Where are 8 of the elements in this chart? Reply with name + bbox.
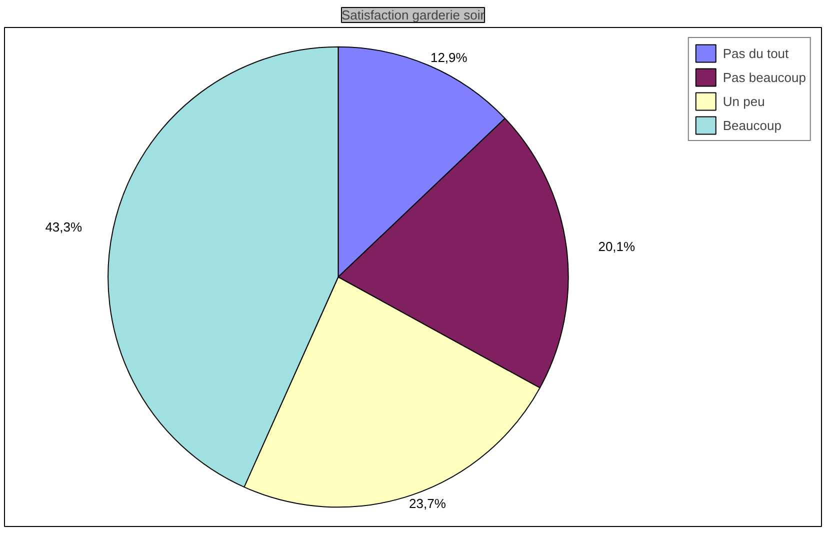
- data-label: 43,3%: [45, 220, 82, 235]
- legend-label: Un peu: [722, 94, 765, 108]
- legend-label: Beaucoup: [722, 118, 782, 132]
- data-label: 12,9%: [430, 50, 468, 65]
- data-label: 20,1%: [598, 238, 636, 254]
- data-label: 23,7%: [409, 496, 446, 512]
- legend-label: Pas du tout: [722, 46, 789, 60]
- legend-label: Pas beaucoup: [722, 70, 806, 84]
